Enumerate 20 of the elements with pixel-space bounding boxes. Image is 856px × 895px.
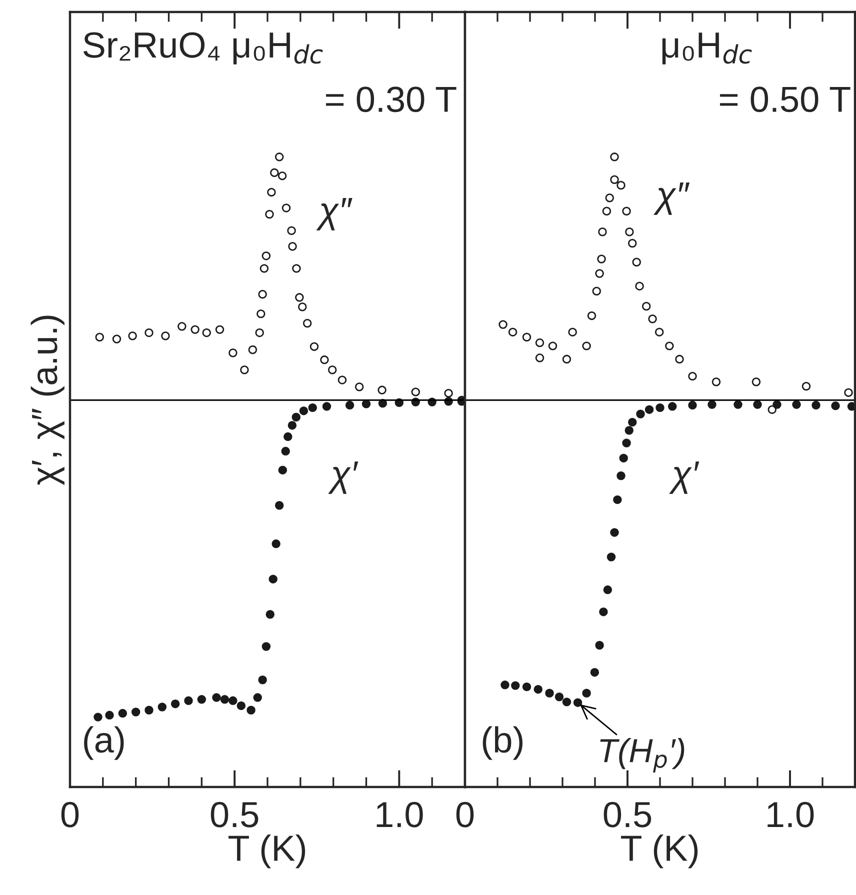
x-tick-label: 0 [61, 802, 79, 828]
annotation: (b) [482, 726, 522, 760]
x-tick-label: 0.5 [210, 802, 258, 828]
x-axis-title: T (K) [228, 834, 306, 868]
text: = 0.30 T [326, 86, 456, 112]
annotation: χ″ [653, 182, 690, 215]
x-tick-label: 1.0 [768, 802, 814, 828]
x-tick-label: 0.5 [604, 802, 652, 828]
text: μ₀H$_{dc}$ [662, 32, 752, 64]
text: Sr₂RuO₄ μ₀H$_{dc}$ [83, 32, 323, 64]
text: = 0.50 T [720, 86, 850, 112]
y-axis-title: χ′, χ″ (a.u.) [30, 316, 64, 486]
annotation: (a) [84, 726, 124, 760]
annotation: χ′ [669, 461, 700, 494]
annotation: T(H$_{p}$′) [600, 738, 684, 772]
x-axis-title: T (K) [621, 834, 698, 868]
annotation: χ″ [316, 198, 352, 230]
x-tick-label: 0 [456, 802, 474, 828]
annotation: χ′ [328, 461, 358, 494]
x-tick-label: 1.0 [376, 802, 423, 828]
